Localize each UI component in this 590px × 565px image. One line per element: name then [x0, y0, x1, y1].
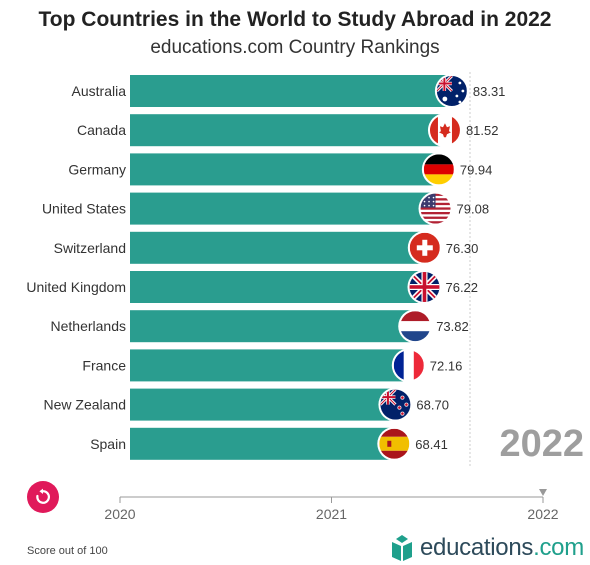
value-label-united-kingdom: 76.22: [445, 280, 478, 295]
united-states-flag-icon: [418, 191, 453, 226]
timeline-tick-label-2021: 2021: [316, 506, 347, 522]
value-label-spain: 68.41: [415, 437, 448, 452]
bar-chart: Australia 83.31 Canada 81.52 Germany 79.94 Uni…: [26, 72, 584, 522]
bar-france: [130, 349, 409, 382]
bar-new-zealand: [130, 388, 396, 421]
category-label-australia: Australia: [72, 83, 127, 99]
timeline-tick-label-2022: 2022: [527, 506, 558, 522]
new-zealand-flag-icon: [378, 387, 413, 422]
timeline-tick-label-2020: 2020: [104, 506, 135, 522]
bar-netherlands: [130, 310, 416, 343]
united-kingdom-flag-icon: [407, 270, 442, 304]
category-label-switzerland: Switzerland: [54, 240, 126, 256]
category-label-new-zealand: New Zealand: [44, 397, 127, 413]
category-label-spain: Spain: [90, 436, 126, 452]
category-label-germany: Germany: [68, 161, 126, 177]
score-footnote: Score out of 100: [27, 545, 108, 557]
canada-flag-icon: [427, 113, 462, 148]
value-label-canada: 81.52: [466, 123, 499, 138]
book-icon: [392, 535, 412, 561]
year-label: 2022: [499, 423, 584, 465]
chart-subtitle: educations.com Country Rankings: [150, 37, 440, 58]
bar-united-states: [130, 192, 436, 225]
value-label-united-states: 79.08: [457, 202, 490, 217]
value-label-france: 72.16: [430, 358, 463, 373]
category-label-france: France: [82, 357, 126, 373]
bar-australia: [130, 75, 452, 107]
category-label-canada: Canada: [77, 122, 126, 138]
replay-icon: [36, 488, 50, 504]
bar-united-kingdom: [130, 271, 425, 303]
value-label-germany: 79.94: [460, 162, 493, 177]
switzerland-flag-icon: [407, 230, 442, 265]
value-label-new-zealand: 68.70: [416, 398, 449, 413]
category-label-united-states: United States: [42, 201, 126, 217]
brand-name: educations.com: [420, 534, 584, 561]
value-label-australia: 83.31: [473, 84, 506, 99]
timeline-handle[interactable]: [539, 489, 547, 496]
netherlands-flag-icon: [398, 309, 433, 344]
chart-title: Top Countries in the World to Study Abro…: [38, 8, 552, 31]
educations-logo: educations.com: [390, 533, 584, 563]
australia-flag-icon: [434, 74, 469, 108]
bar-switzerland: [130, 231, 425, 264]
bar-spain: [130, 427, 395, 460]
france-flag-icon: [391, 348, 426, 383]
bar-germany: [130, 153, 439, 186]
value-label-switzerland: 76.30: [446, 241, 479, 256]
germany-flag-icon: [421, 152, 456, 187]
replay-button[interactable]: [27, 481, 59, 513]
value-label-netherlands: 73.82: [436, 319, 469, 334]
bar-canada: [130, 114, 445, 147]
category-label-netherlands: Netherlands: [51, 318, 127, 334]
spain-flag-icon: [377, 426, 412, 461]
category-label-united-kingdom: United Kingdom: [26, 279, 126, 295]
